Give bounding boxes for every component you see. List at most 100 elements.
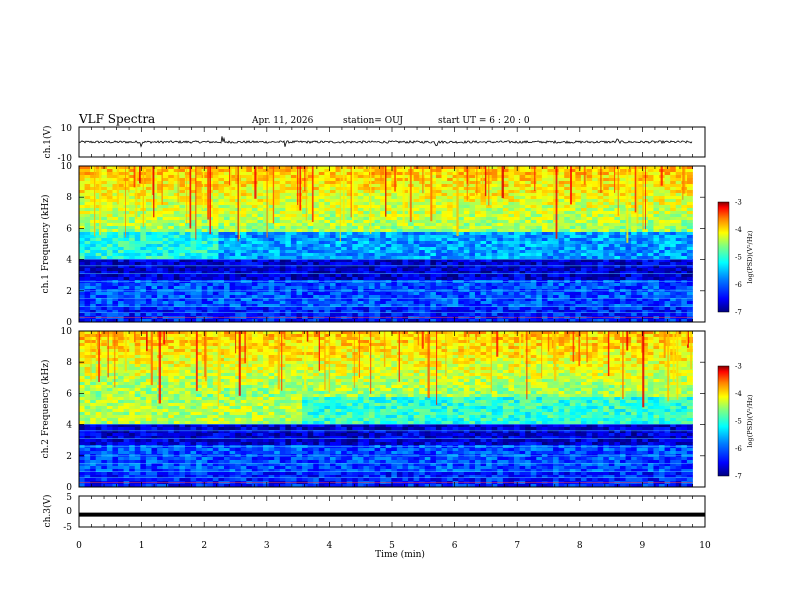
spectrogram-cell (452, 268, 459, 272)
spectrogram-cell (134, 271, 141, 275)
spectrogram-cell (335, 184, 342, 188)
spectrogram-cell (586, 241, 593, 245)
spectrogram-cell (157, 286, 164, 290)
spectrogram-cell (631, 241, 638, 245)
spectrogram-cell (519, 205, 526, 209)
spectrogram-cell (670, 208, 677, 212)
spectrogram-cell (179, 253, 186, 257)
spectrogram-cell (179, 292, 186, 296)
spectrogram-cell (168, 223, 175, 227)
spectrogram-cell (190, 196, 197, 200)
spectrogram-cell (508, 214, 515, 218)
spectrogram-cell (519, 268, 526, 272)
spectrogram-cell (179, 265, 186, 269)
spectrogram-cell (564, 271, 571, 275)
spectrogram-cell (625, 214, 632, 218)
spectrogram-cell (129, 193, 136, 197)
spectrogram-cell (268, 208, 275, 212)
spectrogram-cell (514, 238, 520, 242)
spectrogram-cell (341, 238, 348, 242)
spectrogram-cell (653, 166, 660, 170)
spectrogram-cell (435, 196, 442, 200)
spectrogram-cell (157, 283, 164, 287)
spectrogram-cell (541, 274, 548, 278)
spectrogram-cell (525, 199, 532, 203)
spectrogram-cell (402, 166, 409, 170)
spectrogram-cell (307, 271, 314, 275)
spectrogram-cell (396, 205, 403, 209)
spectrogram-cell (179, 181, 186, 185)
spectrogram-cell (207, 292, 214, 296)
spectrogram-cell (240, 244, 247, 248)
spectrogram-cell (625, 208, 632, 212)
spectrogram-cell (458, 205, 465, 209)
spectrogram-cell (502, 190, 509, 194)
spectrogram-cell (536, 262, 543, 266)
spectrogram-cell (603, 190, 610, 194)
spectrogram-cell (396, 283, 403, 287)
spectrogram-cell (614, 229, 621, 233)
spectrogram-cell (469, 286, 476, 290)
spectrogram-cell (619, 232, 626, 236)
spectrogram-cell (190, 277, 197, 281)
spectrogram-cell (586, 244, 593, 248)
spectrogram-cell (207, 286, 214, 290)
spectrogram-cell (318, 298, 325, 302)
spectrogram-cell (502, 211, 509, 215)
spectrogram-cell (129, 187, 136, 191)
spectrogram-cell (469, 172, 476, 176)
spectrogram-cell (519, 172, 526, 176)
spectrogram-cell (313, 259, 320, 263)
spectrogram-cell (157, 223, 164, 227)
spectrogram-cell (541, 181, 548, 185)
spectrogram-cell (151, 211, 158, 215)
spectrogram-cell (318, 208, 325, 212)
spectrogram-cell (363, 172, 370, 176)
spectrogram-cell (173, 292, 180, 296)
spectrogram-cell (675, 181, 682, 185)
spectrogram-cell (134, 247, 141, 251)
spectrogram-cell (229, 208, 236, 212)
spectrogram-cell (257, 178, 264, 182)
spectrogram-cell (608, 193, 615, 197)
spectrogram-cell (497, 178, 504, 182)
spectrogram-cell (474, 250, 481, 254)
spectrogram-cell (536, 190, 543, 194)
spectrogram-cell (251, 298, 258, 302)
spectrogram-cell (664, 277, 671, 281)
spectrogram-cell (134, 223, 141, 227)
spectrogram-cell (686, 277, 693, 281)
spectrogram-cell (396, 184, 403, 188)
spectrogram-cell (123, 256, 130, 260)
spectrogram-cell (636, 217, 643, 221)
spectrogram-cell (452, 235, 459, 239)
spectrogram-cell (642, 238, 649, 242)
spectrogram-cell (363, 292, 370, 296)
spectrogram-cell (385, 277, 392, 281)
spectrogram-cell (458, 259, 465, 263)
spectrogram-cell (335, 229, 342, 233)
spectrogram-cell (619, 214, 626, 218)
spectrogram-cell (162, 205, 169, 209)
spectrogram-cell (173, 277, 180, 281)
spectrogram-cell (536, 181, 543, 185)
spectrogram-cell (324, 277, 331, 281)
spectrogram-cell (670, 166, 677, 170)
spectrogram-cell (274, 295, 281, 299)
spectrogram-cell (157, 196, 164, 200)
spectrogram-cell (474, 184, 481, 188)
spectrogram-cell (335, 247, 342, 251)
spectrogram-cell (240, 208, 247, 212)
spectrogram-cell (296, 247, 303, 251)
spectrogram-cell (424, 268, 431, 272)
spectrogram-cell (614, 253, 621, 257)
spectrogram-cell (162, 226, 169, 230)
spectrogram-cell (619, 187, 626, 191)
spectrogram-cell (525, 226, 532, 230)
spectrogram-cell (129, 172, 136, 176)
spectrogram-cell (547, 184, 554, 188)
spectrogram-cell (508, 202, 515, 206)
spectrogram-cell (290, 253, 297, 257)
spectrogram-cell (302, 241, 309, 245)
spectrogram-cell (79, 202, 85, 206)
